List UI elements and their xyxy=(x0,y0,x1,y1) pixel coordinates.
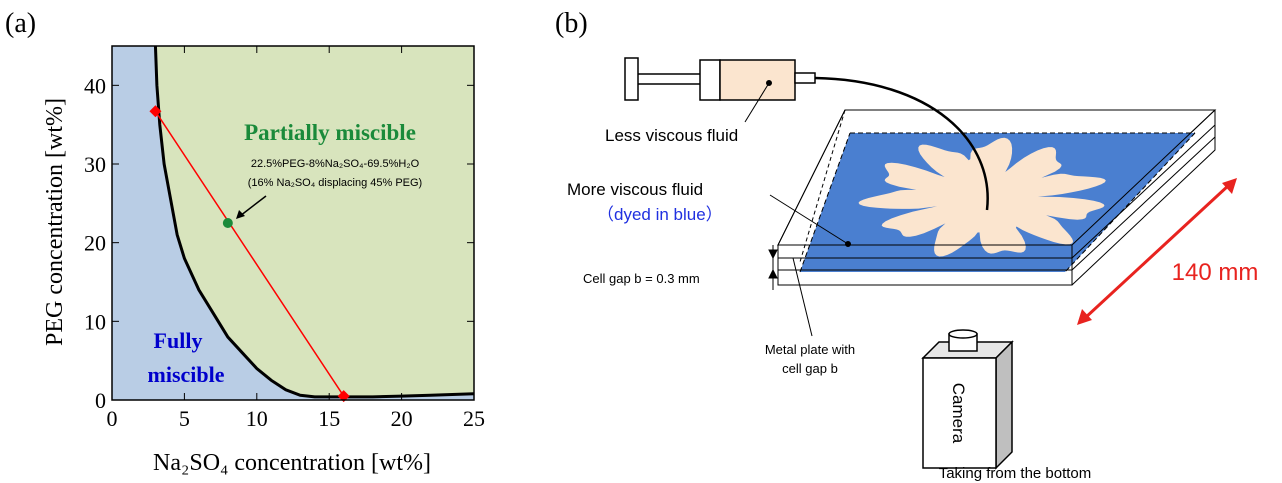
label: Less viscous fluid xyxy=(605,126,738,145)
annotation: Partially miscible xyxy=(244,120,416,145)
label: （dyed in blue） xyxy=(597,205,723,224)
plot-area: 0 5 10 15 20 25 0 10 20 30 40 xyxy=(84,45,485,431)
label: cell gap b xyxy=(782,361,838,376)
label: 140 mm xyxy=(1172,259,1259,286)
label: More viscous fluid xyxy=(567,180,703,199)
arrow-head xyxy=(236,210,245,219)
region-partially-miscible xyxy=(155,46,474,397)
tie-end-marker xyxy=(337,390,350,403)
plot-frame xyxy=(111,45,475,401)
x-tick-label: 0 xyxy=(107,406,118,431)
x-tick-label: 20 xyxy=(391,406,413,431)
leaders xyxy=(744,80,851,337)
camera xyxy=(921,329,1014,470)
label: Cell gap b = 0.3 mm xyxy=(583,271,700,286)
x-tick-label: 15 xyxy=(318,406,340,431)
panel-label: (b) xyxy=(555,8,588,39)
tie-line xyxy=(154,110,345,397)
y-tick-label: 40 xyxy=(84,73,106,98)
panel-label: (a) xyxy=(5,8,36,39)
x-axis-label: Na₂SO₄ concentration [wt%] xyxy=(153,450,431,476)
cell xyxy=(777,109,1217,286)
annotation-arrow xyxy=(239,195,267,217)
composition-point xyxy=(222,218,233,228)
label: Camera xyxy=(949,383,968,444)
label: Metal plate with xyxy=(765,342,855,357)
annotation: 22.5%PEG-8%Na₂SO₄-69.5%H₂O xyxy=(251,158,420,170)
y-tick-label: 30 xyxy=(84,152,106,177)
y-tick-label: 10 xyxy=(84,309,106,334)
y-tick-label: 20 xyxy=(84,231,106,256)
y-axis-label: PEG concentration [wt%] xyxy=(42,98,68,346)
x-tick-label: 5 xyxy=(179,406,190,431)
binodal-curve xyxy=(153,45,475,399)
x-tick-label: 25 xyxy=(463,406,485,431)
annotation: Fully xyxy=(154,328,203,353)
label: Taking from the bottom xyxy=(939,465,1092,482)
annotation: (16% Na₂SO₄ displacing 45% PEG) xyxy=(248,177,422,189)
syringe xyxy=(624,57,989,211)
length-arrow xyxy=(1077,178,1237,325)
y-tick-label: 0 xyxy=(95,388,106,413)
x-tick-label: 10 xyxy=(246,406,268,431)
annotation: miscible xyxy=(148,362,225,387)
fingering-pattern xyxy=(858,137,1106,257)
tie-end-marker xyxy=(149,105,162,118)
